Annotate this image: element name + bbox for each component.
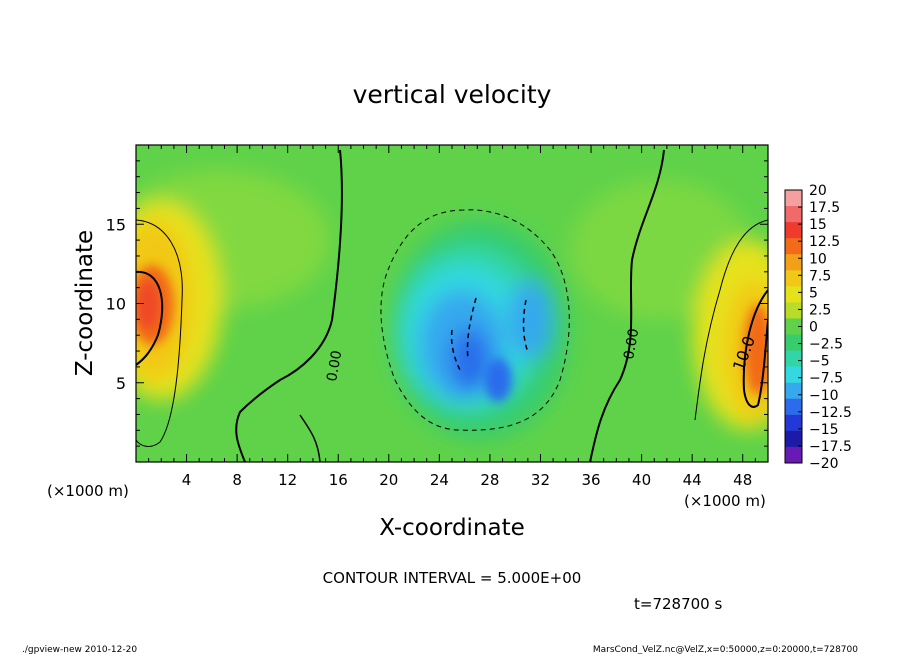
- colorbar-label: 12.5: [809, 234, 840, 250]
- colorbar-swatch: [785, 398, 802, 416]
- footer-right: MarsCond_VelZ.nc@VelZ,x=0:50000,z=0:2000…: [593, 645, 858, 654]
- colorbar-swatch: [785, 334, 802, 352]
- colorbar-label: −20: [809, 456, 839, 472]
- y-unit-label: (×1000 m): [684, 492, 766, 510]
- contour-interval: CONTOUR INTERVAL = 5.000E+00: [323, 569, 582, 587]
- x-unit-label: (×1000 m): [47, 482, 129, 500]
- x-tick-label: 24: [430, 471, 449, 489]
- y-tick-label: 5: [116, 374, 126, 393]
- colorbar-swatch: [785, 222, 802, 239]
- x-tick-label: 16: [329, 471, 348, 489]
- x-tick-label: 8: [232, 471, 242, 489]
- colorbar-swatch: [785, 302, 802, 319]
- x-tick-label: 32: [531, 471, 550, 489]
- contour-label: 0.00: [621, 327, 642, 360]
- x-tick-label: 36: [581, 471, 600, 489]
- colorbar-swatch: [785, 206, 802, 223]
- colorbar-label: −15: [809, 422, 839, 438]
- x-tick-label: 44: [683, 471, 702, 489]
- colorbar-swatch: [785, 382, 802, 400]
- colorbar-label: −10: [809, 388, 839, 404]
- contour-lines: [136, 149, 768, 462]
- colorbar-swatch: [785, 366, 802, 384]
- colorbar: [784, 189, 803, 464]
- footer-left: ./gpview-new 2010-12-20: [22, 645, 137, 654]
- colorbar-label: −12.5: [809, 405, 852, 421]
- colorbar-label: −2.5: [809, 337, 843, 353]
- chart-title: vertical velocity: [353, 80, 552, 109]
- colorbar-swatch: [785, 350, 802, 368]
- heatmap-field: [136, 145, 768, 462]
- colorbar-label: 2.5: [809, 302, 831, 318]
- colorbar-swatch: [785, 238, 802, 255]
- colorbar-label: −17.5: [809, 439, 852, 455]
- colorbar-label: −5: [809, 354, 830, 370]
- contour-label: 0.00: [324, 349, 345, 382]
- colorbar-swatch: [785, 286, 802, 303]
- colorbar-label: 15: [809, 217, 827, 233]
- colorbar-swatch: [785, 414, 802, 432]
- x-tick-label: 20: [379, 471, 398, 489]
- colorbar-swatch: [785, 430, 802, 448]
- axis-ticks: [136, 145, 768, 462]
- contour-labels: 0.00 0.00 10.0: [324, 327, 759, 382]
- colorbar-swatch: [785, 446, 802, 464]
- x-tick-label: 48: [733, 471, 752, 489]
- y-axis-title: Z-coordinate: [72, 230, 98, 376]
- x-tick-label: 12: [278, 471, 297, 489]
- colorbar-label: 7.5: [809, 268, 831, 284]
- colorbar-label: 0: [809, 320, 818, 336]
- colorbar-label: 20: [809, 183, 827, 199]
- x-tick-label: 40: [632, 471, 651, 489]
- y-tick-labels: 5 10 15: [106, 215, 126, 393]
- colorbar-label: −7.5: [809, 371, 843, 387]
- colorbar-label: 17.5: [809, 200, 840, 216]
- x-tick-labels: 4 8 12 16 20 24 28 32 36 40 44 48: [182, 471, 752, 489]
- colorbar-swatch: [785, 190, 802, 207]
- colorbar-swatch: [785, 318, 802, 336]
- colorbar-label: 5: [809, 285, 818, 301]
- x-tick-label: 4: [182, 471, 192, 489]
- colorbar-swatch: [785, 270, 802, 287]
- y-tick-label: 10: [106, 295, 126, 314]
- time-label: t=728700 s: [634, 595, 722, 613]
- y-tick-label: 15: [106, 215, 126, 234]
- colorbar-swatch: [785, 254, 802, 271]
- x-axis-title: X-coordinate: [379, 515, 525, 541]
- colorbar-label: 10: [809, 251, 827, 267]
- x-tick-label: 28: [480, 471, 499, 489]
